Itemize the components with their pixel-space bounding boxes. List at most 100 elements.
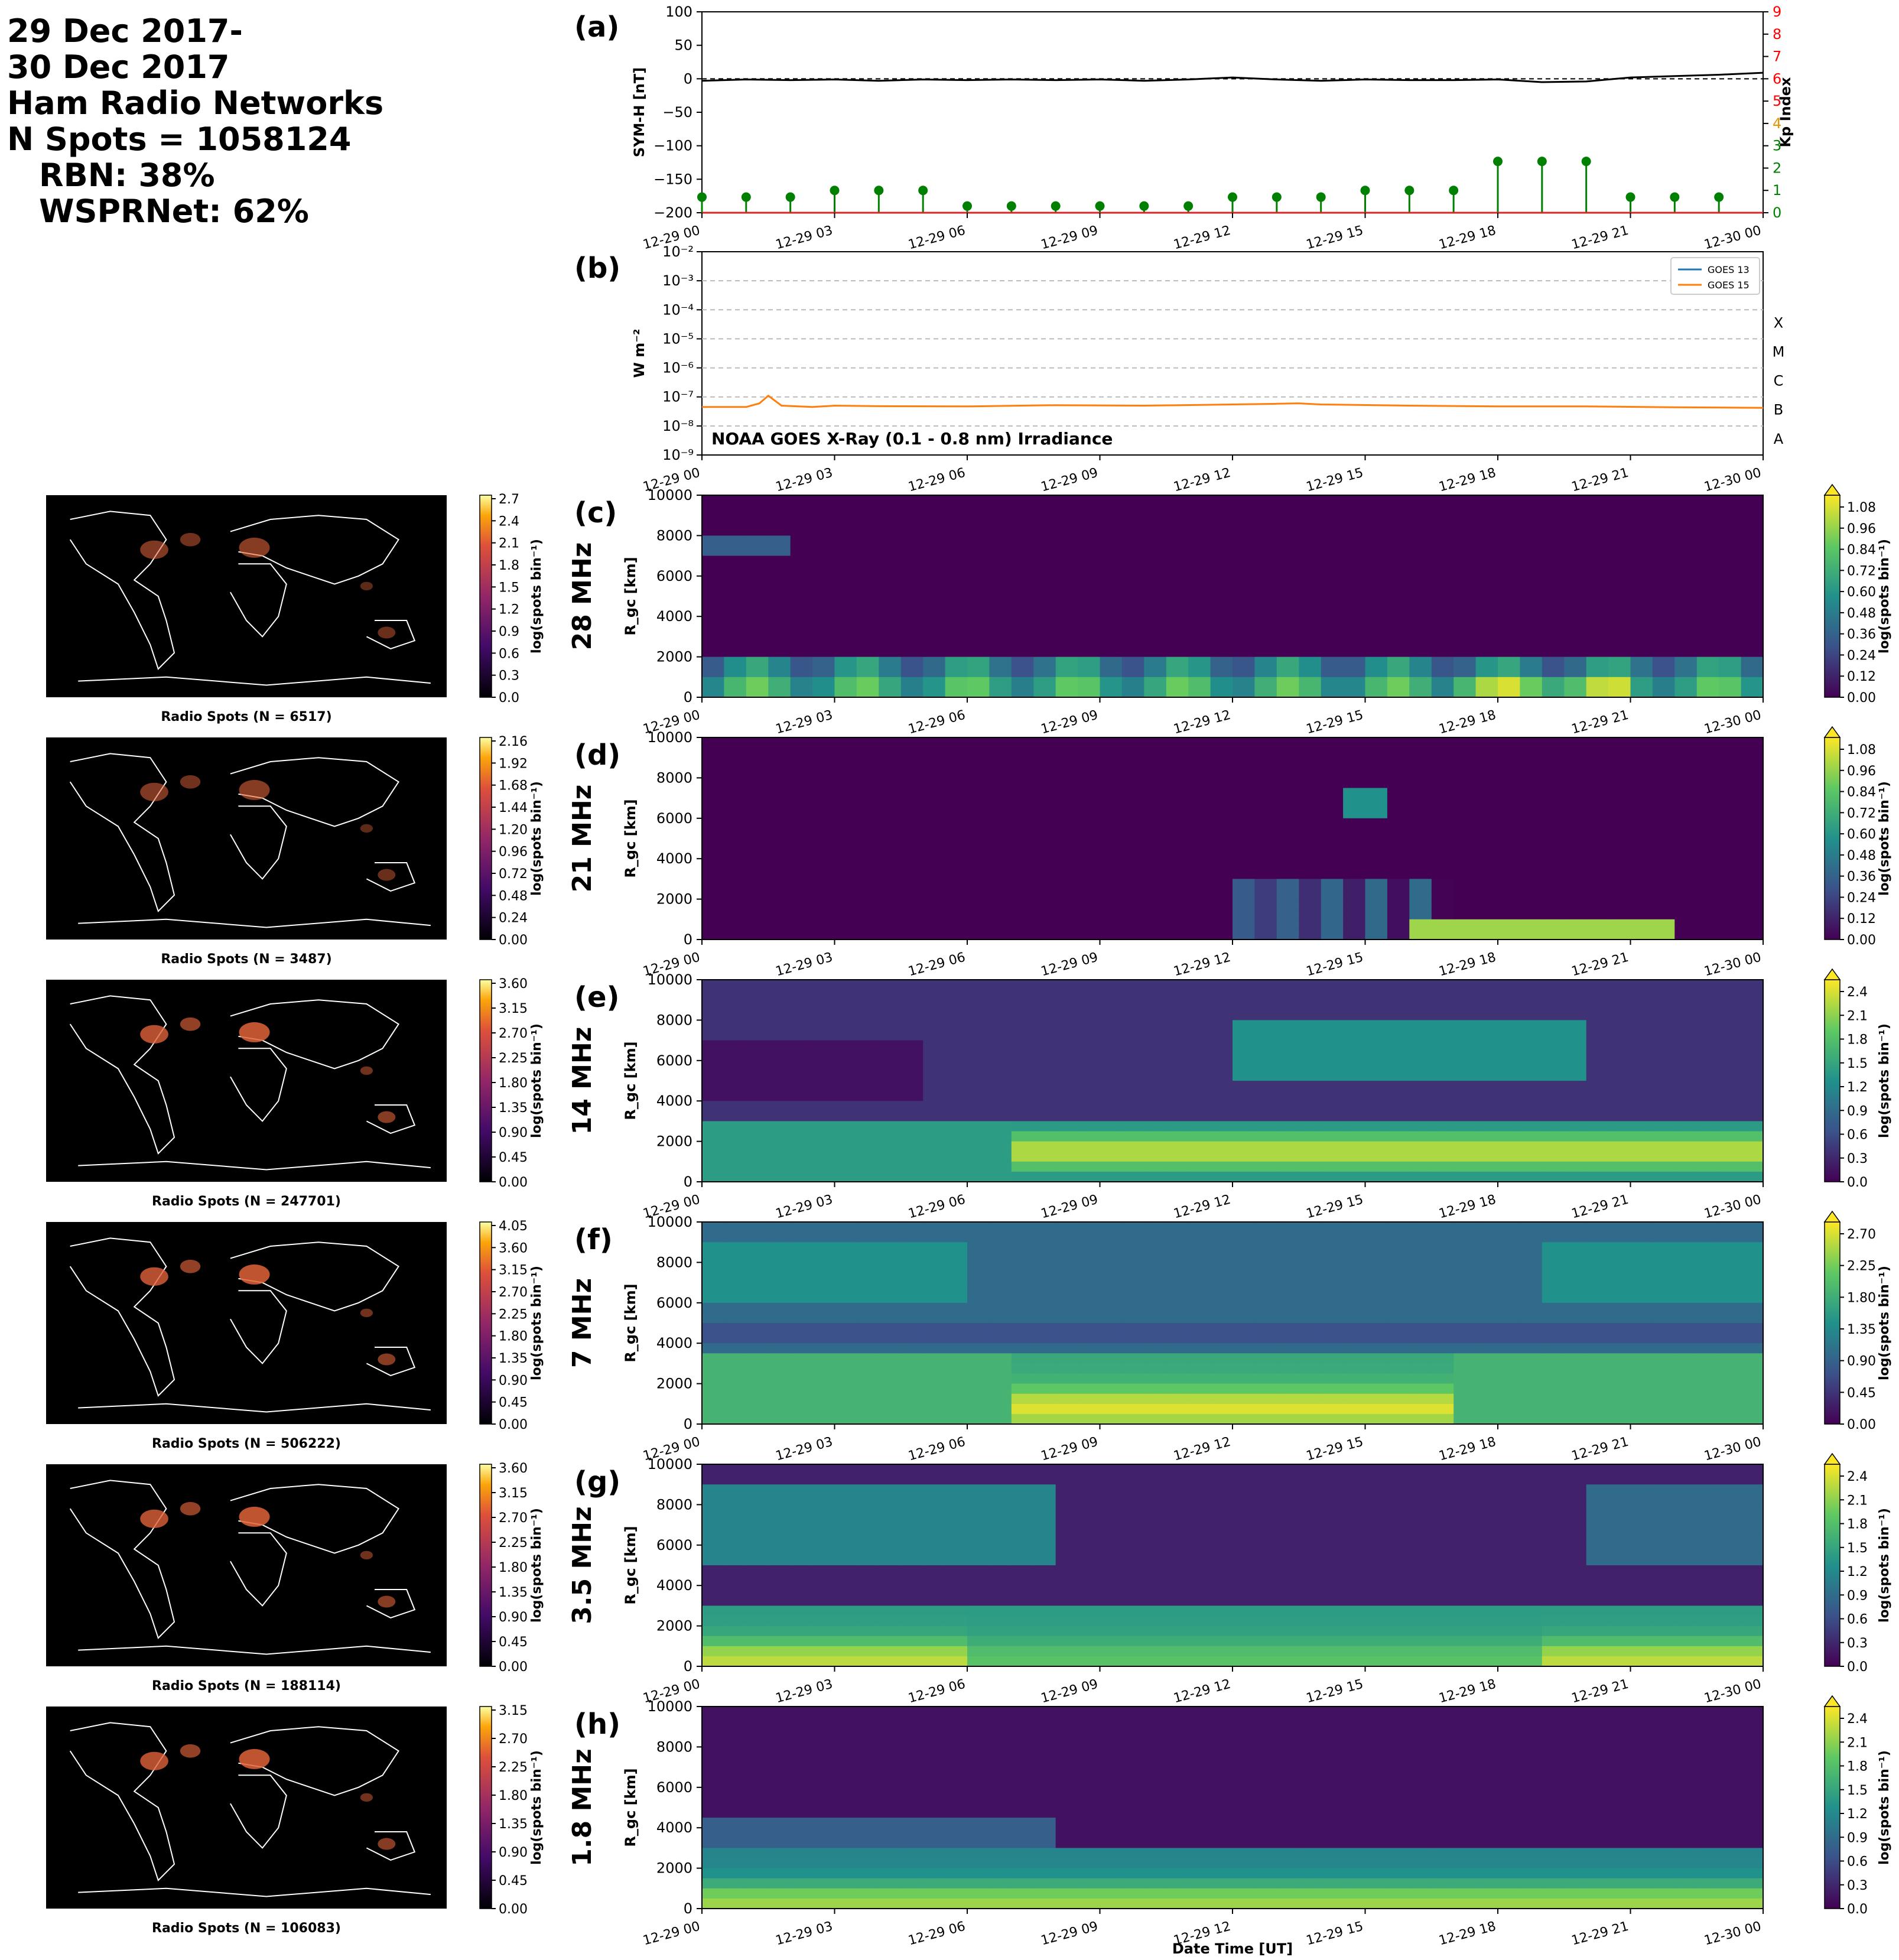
panel-f-heat-cell — [1210, 1383, 1233, 1395]
panel-c-heat-cell — [1696, 646, 1719, 658]
panel-c-heat-cell — [1586, 656, 1609, 668]
panel-c-heat-cell — [1365, 565, 1388, 577]
panel-e-heat-cell — [746, 1000, 769, 1010]
panel-c-heat-cell — [702, 606, 724, 617]
panel-f-heat-cell — [746, 1302, 769, 1314]
panel-d-heat-cell — [1498, 737, 1520, 748]
panel-e-heat-cell — [923, 1111, 946, 1122]
panel-e-heat-cell — [879, 1081, 902, 1091]
panel-g-heat-cell — [1166, 1656, 1189, 1667]
panel-e-heat-cell — [923, 1171, 946, 1182]
panel-d-heat-cell — [790, 849, 813, 859]
panel-c-heat-cell — [1055, 576, 1078, 587]
panel-c-heat-cell — [1542, 687, 1565, 698]
panel-c-map-spot-cluster — [360, 581, 373, 591]
panel-d-heat-cell — [1233, 768, 1255, 778]
panel-d-heat-cell — [923, 879, 946, 890]
panel-d-heat-cell — [1144, 747, 1167, 758]
panel-e-heat-cell — [1078, 1020, 1101, 1031]
panel-c-heat-cell — [724, 555, 747, 567]
panel-f-heat-cell — [945, 1222, 968, 1233]
panel-e-heat-cell — [1343, 1020, 1366, 1031]
panel-e-map-colorbar — [479, 979, 492, 1182]
panel-f-heat-cell — [1299, 1312, 1322, 1324]
panel-e-heat-cell — [1276, 1050, 1299, 1061]
panel-d-heat-cell — [1564, 778, 1587, 789]
panel-c-heat-cell — [900, 545, 924, 557]
panel-d-heat-cell — [1188, 849, 1211, 859]
panel-c-map-coastline — [230, 515, 399, 585]
panel-e-heat-cell — [923, 1060, 946, 1071]
panel-e-heat-cell — [1100, 1070, 1123, 1081]
panel-g-heat-cell — [834, 1656, 857, 1667]
panel-e-heat-cell — [834, 1091, 857, 1101]
panel-e-heat-cell — [1254, 1060, 1277, 1071]
panel-e-heat-cell — [1542, 1171, 1565, 1182]
panel-e-heat-cell — [812, 1060, 835, 1071]
panel-e-colorbar — [1824, 979, 1841, 1182]
panel-e-heat-cell — [879, 1171, 902, 1182]
panel-f-heat-cell — [746, 1312, 769, 1324]
panel-d-heat-cell — [1078, 788, 1101, 799]
panel-e-heat-cell — [900, 1040, 924, 1051]
panel-f-heat-cell — [1233, 1373, 1255, 1384]
panel-f-heat-cell — [1542, 1282, 1565, 1293]
panel-d-heat-cell — [879, 929, 902, 940]
panel-f-heat-cell — [856, 1252, 879, 1263]
panel-d-heat-cell — [1144, 828, 1167, 839]
panel-c-heat-cell — [1166, 545, 1189, 557]
panel-d-heat-cell — [1276, 768, 1299, 778]
panel-e-heat-cell — [1254, 1171, 1277, 1182]
panel-c-heat-cell — [1365, 505, 1388, 516]
panel-e-heat-cell — [1276, 1101, 1299, 1111]
panel-d-heat-cell — [1055, 737, 1078, 748]
panel-g-heat-cell — [967, 1656, 990, 1667]
panel-d-heat-cell — [1498, 788, 1520, 799]
panel-g-heat-cell — [790, 1484, 813, 1495]
panel-e-heat-cell — [1121, 1050, 1144, 1061]
panel-e-heat-cell — [900, 1060, 924, 1071]
panel-f-heat-cell — [1696, 1383, 1719, 1395]
panel-g-heat-cell — [702, 1514, 724, 1526]
panel-e-heat-cell — [1520, 1020, 1543, 1031]
panel-g-heat-cell — [900, 1545, 924, 1556]
panel-e-heat-cell — [1121, 1000, 1144, 1010]
panel-g-heat-cell — [856, 1514, 879, 1526]
panel-d-heat-cell — [856, 768, 879, 778]
panel-e-heat-cell — [812, 990, 835, 1000]
panel-c-heat-cell — [746, 545, 769, 557]
panel-e-heat-cell — [1254, 1101, 1277, 1111]
panel-f-heat-cell — [834, 1312, 857, 1324]
panel-f-heat-cell — [1055, 1403, 1078, 1415]
panel-e-heat-cell — [1453, 1020, 1477, 1031]
panel-d-heat-cell — [1233, 778, 1255, 789]
panel-c-cbar-label: log(spots bin⁻¹) — [1877, 539, 1892, 654]
panel-e-heat-cell — [812, 1111, 835, 1122]
panel-d-heat-cell — [1719, 879, 1742, 890]
panel-d-heat-cell — [812, 788, 835, 799]
panel-b-frame — [701, 251, 1764, 456]
panel-g-heat-cell — [945, 1605, 968, 1617]
panel-e-heat-cell — [1078, 990, 1101, 1000]
panel-c-heat-cell — [1453, 616, 1477, 627]
panel-f-heat-cell — [1431, 1242, 1454, 1253]
panel-e-heat-cell — [1542, 1000, 1565, 1010]
panel-c-heat-cell — [1630, 535, 1653, 547]
panel-c-heat-cell — [1166, 656, 1189, 668]
panel-d-heat-cell — [879, 919, 902, 930]
panel-g-heat-cell — [923, 1504, 946, 1516]
panel-f-heat-cell — [900, 1403, 924, 1415]
panel-f-heat-cell — [1321, 1302, 1344, 1314]
panel-a-kp-tick-label: 5 — [1773, 93, 1781, 109]
panel-f-heat-cell — [967, 1363, 990, 1374]
panel-f-heat-cell — [900, 1252, 924, 1263]
panel-c-heat-cell — [1564, 505, 1587, 516]
panel-c-heat-cell — [1365, 636, 1388, 648]
panel-g-heat-cell — [879, 1636, 902, 1647]
panel-e-heat-cell — [1033, 1040, 1056, 1051]
panel-c-cbar-tick-label: 0.84 — [1847, 543, 1876, 558]
panel-d-heat-cell — [1144, 849, 1167, 859]
header-line-1: 29 Dec 2017- — [7, 12, 243, 50]
panel-g-heat-cell — [1254, 1474, 1277, 1485]
panel-d-heat-cell — [1564, 788, 1587, 799]
